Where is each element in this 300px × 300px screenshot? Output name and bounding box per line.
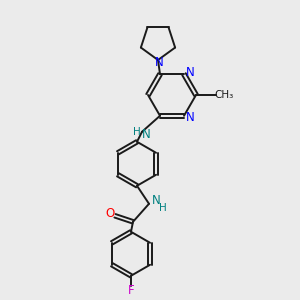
Text: N: N xyxy=(142,128,150,141)
Text: F: F xyxy=(128,284,134,297)
Text: N: N xyxy=(154,56,164,70)
Text: N: N xyxy=(186,66,194,79)
Text: N: N xyxy=(152,194,160,207)
Text: H: H xyxy=(133,127,141,137)
Text: O: O xyxy=(105,207,115,220)
Text: N: N xyxy=(186,111,194,124)
Text: CH₃: CH₃ xyxy=(214,90,234,100)
Text: H: H xyxy=(159,203,167,213)
